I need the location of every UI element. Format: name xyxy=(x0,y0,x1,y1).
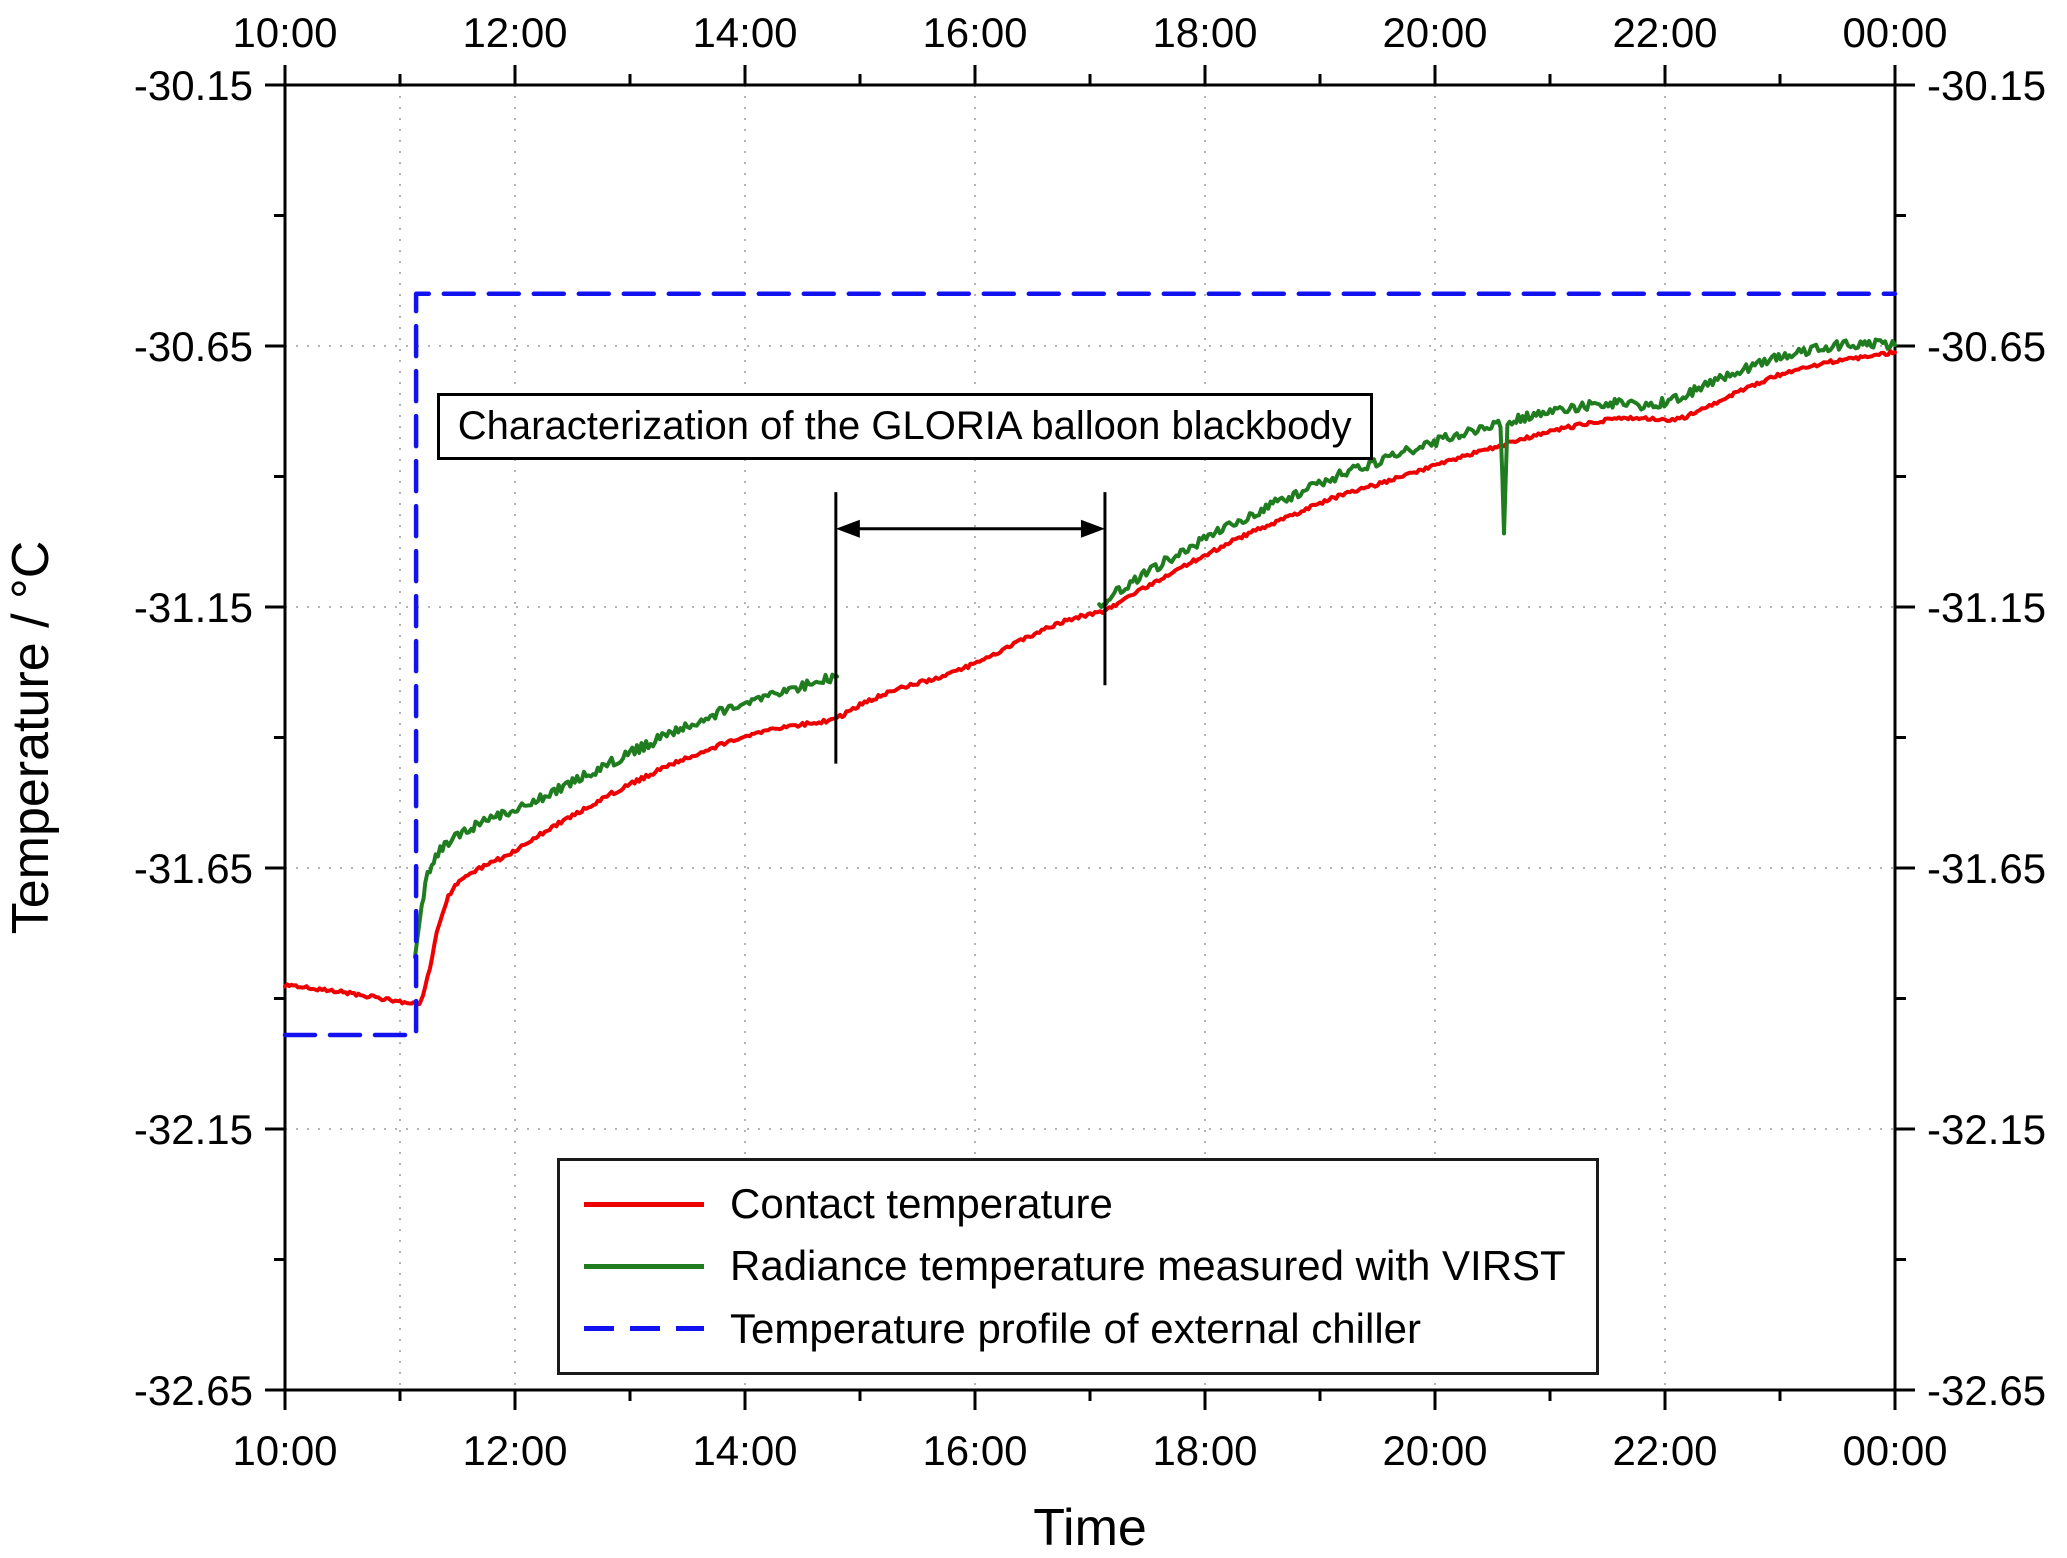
svg-text:-30.15: -30.15 xyxy=(1927,62,2046,109)
svg-text:00:00: 00:00 xyxy=(1842,1427,1947,1474)
legend-line-sample-chiller-profile xyxy=(584,1326,704,1332)
axis-ticks xyxy=(265,65,1915,1410)
legend-line-sample-radiance-temperature xyxy=(584,1264,704,1270)
svg-text:10:00: 10:00 xyxy=(232,1427,337,1474)
svg-text:-32.15: -32.15 xyxy=(134,1106,253,1153)
svg-text:22:00: 22:00 xyxy=(1612,1427,1717,1474)
svg-text:-30.65: -30.65 xyxy=(134,323,253,370)
legend-item: Contact temperature xyxy=(584,1179,1566,1229)
legend-label: Contact temperature xyxy=(730,1180,1113,1227)
data-series xyxy=(282,291,1898,1038)
svg-text:16:00: 16:00 xyxy=(922,1427,1027,1474)
x-axis-title: Time xyxy=(1033,1499,1147,1557)
svg-text:20:00: 20:00 xyxy=(1382,1427,1487,1474)
svg-text:-32.15: -32.15 xyxy=(1927,1106,2046,1153)
svg-text:12:00: 12:00 xyxy=(462,1427,567,1474)
annotation-box: Characterization of the GLORIA balloon b… xyxy=(436,392,1373,460)
svg-text:00:00: 00:00 xyxy=(1842,9,1947,56)
grid-lines xyxy=(285,85,1895,1390)
svg-text:22:00: 22:00 xyxy=(1612,9,1717,56)
series-line-1 xyxy=(1097,337,1897,609)
series-line-0 xyxy=(283,349,1897,1007)
svg-text:-31.15: -31.15 xyxy=(134,584,253,631)
svg-text:-32.65: -32.65 xyxy=(1927,1367,2046,1414)
svg-text:-32.65: -32.65 xyxy=(134,1367,253,1414)
svg-text:-31.65: -31.65 xyxy=(134,845,253,892)
series-line-1 xyxy=(413,672,839,960)
svg-text:-30.15: -30.15 xyxy=(134,62,253,109)
svg-text:-31.65: -31.65 xyxy=(1927,845,2046,892)
svg-text:14:00: 14:00 xyxy=(692,9,797,56)
svg-text:-30.65: -30.65 xyxy=(1927,323,2046,370)
series-line-2 xyxy=(282,291,1898,1038)
legend-label: Temperature profile of external chiller xyxy=(730,1304,1421,1352)
svg-text:18:00: 18:00 xyxy=(1152,1427,1257,1474)
tick-labels: 10:00 10:00 12:00 12:00 14:00 14:00 16:00 16:00… xyxy=(2,9,2046,1557)
svg-text:-31.15: -31.15 xyxy=(1927,584,2046,631)
svg-text:20:00: 20:00 xyxy=(1382,9,1487,56)
svg-text:18:00: 18:00 xyxy=(1152,9,1257,56)
svg-text:10:00: 10:00 xyxy=(232,9,337,56)
legend-line-sample-contact-temperature xyxy=(584,1201,704,1207)
svg-text:14:00: 14:00 xyxy=(692,1427,797,1474)
legend-item: Temperature profile of external chiller xyxy=(584,1304,1566,1354)
span-arrow xyxy=(834,492,1107,764)
legend: Contact temperature Radiance temperature… xyxy=(557,1158,1599,1376)
legend-label: Radiance temperature measured with VIRST xyxy=(730,1242,1566,1290)
legend-item: Radiance temperature measured with VIRST xyxy=(584,1241,1566,1291)
y-axis-title: Temperature / °C xyxy=(2,541,60,935)
svg-text:12:00: 12:00 xyxy=(462,9,567,56)
svg-text:16:00: 16:00 xyxy=(922,9,1027,56)
